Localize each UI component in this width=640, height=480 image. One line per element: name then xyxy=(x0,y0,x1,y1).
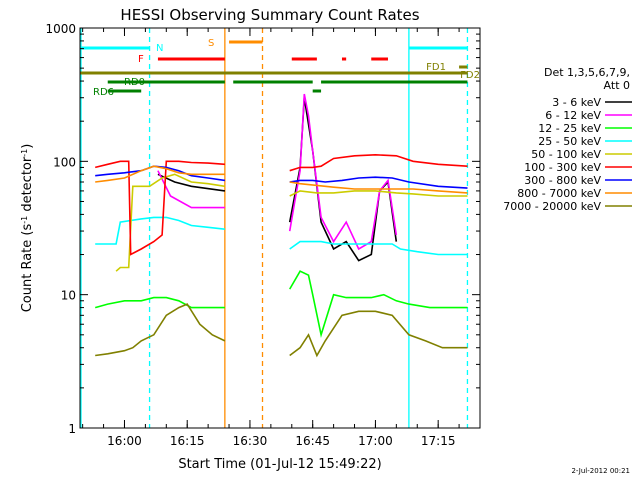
legend-label-5: 100 - 300 keV xyxy=(524,161,601,174)
y-label-part-2: detector xyxy=(20,156,35,216)
legend-label-4: 50 - 100 keV xyxy=(531,148,601,161)
flags-layer: N S F FD1 FD2 RD0 RD6 xyxy=(80,38,480,98)
flag-label-f: F xyxy=(138,54,144,65)
legend-title-line-2: Att 0 xyxy=(604,79,630,92)
legend-label-7: 800 - 7000 keV xyxy=(517,187,601,200)
series-line-3 xyxy=(95,216,468,256)
flag-label-fd1: FD1 xyxy=(426,62,446,73)
y-label-part-0: Count Rate (s xyxy=(20,224,35,313)
y-tick-label-2: 100 xyxy=(53,155,76,169)
legend-label-6: 300 - 800 keV xyxy=(524,174,601,187)
x-tick-label-1: 16:15 xyxy=(170,434,205,448)
x-tick-label-3: 16:45 xyxy=(295,434,330,448)
y-label-part-1: -1 xyxy=(20,216,29,224)
legend-label-3: 25 - 50 keV xyxy=(538,135,601,148)
series-layer xyxy=(94,93,468,358)
legend-label-0: 3 - 6 keV xyxy=(552,96,601,109)
legend-title-line-1: Det 1,3,5,6,7,9, xyxy=(544,66,630,79)
y-tick-label-3: 1000 xyxy=(45,22,76,36)
series-line-4 xyxy=(115,173,468,272)
series-line-2 xyxy=(94,270,468,338)
y-tick-label-1: 10 xyxy=(61,289,76,303)
y-axis-label: Count Rate (s-1 detector-1) xyxy=(20,144,36,313)
legend-label-1: 6 - 12 keV xyxy=(545,109,601,122)
series-line-5 xyxy=(95,153,468,256)
flag-label-n: N xyxy=(156,43,163,54)
footer-date: 2-Jul-2012 00:21 xyxy=(571,467,630,475)
legend-label-8: 7000 - 20000 keV xyxy=(503,200,601,213)
flag-label-rd6: RD6 xyxy=(93,87,114,98)
flag-label-rd0: RD0 xyxy=(124,77,145,88)
flag-label-fd2: FD2 xyxy=(460,70,480,81)
x-tick-label-0: 16:00 xyxy=(107,434,142,448)
series-line-8 xyxy=(95,303,468,358)
y-label-part-3: -1 xyxy=(20,149,29,157)
plot-frame xyxy=(79,27,481,429)
y-tick-label-0: 1 xyxy=(68,422,76,436)
chart-title: HESSI Observing Summary Count Rates xyxy=(120,6,419,24)
x-tick-label-2: 16:30 xyxy=(233,434,268,448)
axes-layer: 1 10 100 1000 16:00 16:15 16:30 16:45 17:00 17:15 xyxy=(45,22,480,448)
legend-label-2: 12 - 25 keV xyxy=(538,122,601,135)
markers-layer xyxy=(80,28,469,428)
series-line-7 xyxy=(95,165,468,194)
x-axis-label: Start Time (01-Jul-12 15:49:22) xyxy=(178,457,381,472)
x-tick-label-4: 17:00 xyxy=(358,434,393,448)
flag-label-s: S xyxy=(208,38,214,49)
y-label-part-4: ) xyxy=(20,144,35,149)
x-tick-label-5: 17:15 xyxy=(421,434,456,448)
